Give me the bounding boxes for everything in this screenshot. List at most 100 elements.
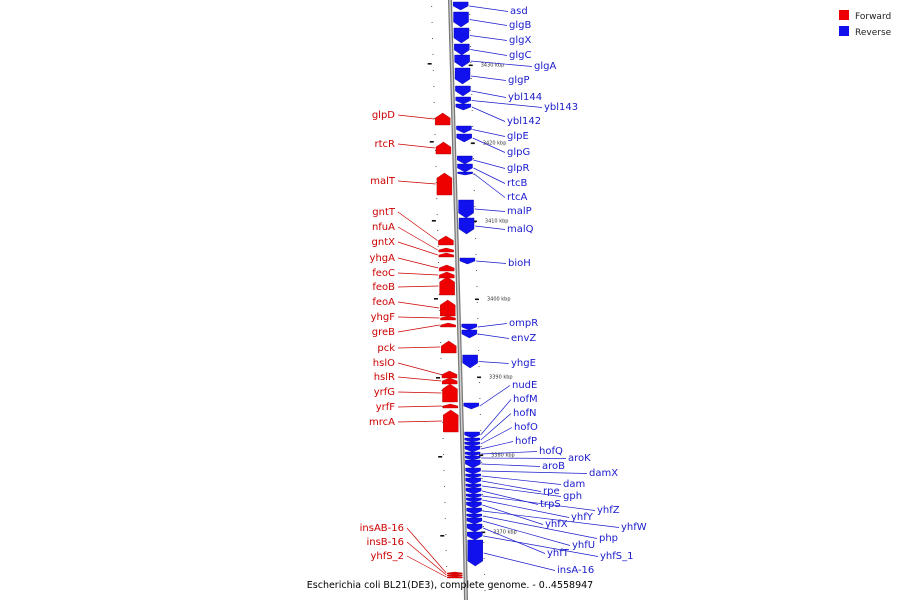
label-yhgA: yhgA [370, 253, 396, 264]
minor-tick-left [434, 134, 436, 135]
leader-hofM [480, 399, 512, 436]
leader-hofQ [481, 451, 538, 455]
leader-ybl142 [471, 106, 506, 122]
minor-tick-right [480, 430, 482, 431]
major-tick-left [436, 377, 441, 379]
feature-damX [465, 467, 481, 475]
minor-tick-left [441, 406, 443, 407]
minor-tick-left [443, 470, 445, 471]
minor-tick-left [443, 454, 445, 455]
leader-yhfU [482, 520, 571, 546]
minor-tick-left [442, 422, 444, 423]
label-yhfZ: yhfZ [597, 505, 620, 516]
minor-tick-right [477, 318, 479, 319]
label-yhgE: yhgE [511, 358, 536, 369]
label-ybl144: ybl144 [508, 92, 542, 103]
label-damX: damX [589, 468, 618, 479]
leader-rtcR [397, 143, 435, 149]
label-hofP: hofP [515, 436, 537, 447]
label-yhfS_2: yhfS_2 [371, 551, 405, 562]
forward-legend-swatch [839, 10, 849, 20]
leader-feoC [397, 272, 439, 276]
scale-tick-mark [481, 531, 486, 534]
minor-tick-left [438, 294, 440, 295]
minor-tick-right [475, 270, 477, 271]
label-insB-16: insB-16 [366, 537, 404, 548]
leader-insB-16 [406, 541, 447, 576]
minor-tick-left [437, 230, 439, 231]
label-trpS: trpS [540, 499, 561, 510]
minor-tick-right [470, 78, 472, 79]
minor-tick-left [433, 102, 435, 103]
leader-aroK [481, 457, 567, 459]
label-rtcR: rtcR [375, 139, 396, 150]
leader-insA-16 [483, 552, 556, 571]
label-feoA: feoA [372, 297, 395, 308]
feature-ybl143 [455, 96, 471, 105]
feature-hofO [464, 441, 481, 447]
minor-tick-left [434, 118, 436, 119]
label-ybl143: ybl143 [544, 102, 578, 113]
minor-tick-right [476, 286, 478, 287]
minor-tick-right [478, 382, 480, 383]
scale-tick-label: 3380 kbp [491, 453, 515, 459]
feature-dam [465, 473, 481, 479]
minor-tick-right [482, 510, 484, 511]
feature-trpS [465, 487, 482, 495]
leader-feoA [397, 301, 440, 309]
label-mrcA: mrcA [369, 417, 395, 428]
leader-yhfS_2 [406, 555, 447, 578]
minor-tick-left [435, 166, 437, 167]
leader-rtcB [473, 167, 506, 184]
label-hofQ: hofQ [539, 446, 563, 457]
label-glpR: glpR [507, 163, 529, 174]
minor-tick-right [482, 526, 484, 527]
leader-yhfT [482, 527, 546, 554]
leader-gntT [397, 211, 438, 241]
label-malQ: malQ [507, 224, 534, 235]
leader-rpe [481, 480, 542, 492]
label-malT: malT [370, 176, 396, 187]
minor-tick-left [440, 342, 442, 343]
feature-envZ [461, 329, 478, 339]
minor-tick-right [474, 206, 476, 207]
leader-ybl144 [471, 90, 507, 98]
label-yhfU: yhfU [572, 540, 595, 551]
ticks-group: 3430 kbp 3420 kbp 3410 kbp 3400 kbp 3390 kbp… [468, 63, 517, 536]
minor-tick-right [479, 414, 481, 415]
major-tick-left [433, 298, 438, 300]
feature-bioH [459, 257, 476, 265]
leader-yhgA [397, 257, 439, 269]
minor-tick-left [431, 6, 433, 7]
minor-tick-right [472, 126, 474, 127]
legend: Forward Reverse [839, 10, 892, 38]
feature-malQ [458, 217, 475, 235]
feature-aroK [465, 455, 481, 461]
leader-hslR [397, 376, 442, 382]
label-aroK: aroK [568, 453, 591, 464]
feature-pck [441, 340, 457, 354]
feature-hslO [441, 370, 458, 379]
leader-bioH [475, 260, 507, 264]
feature-glpG [456, 133, 472, 143]
minor-tick-right [483, 558, 485, 559]
scale-tick-label: 3430 kbp [481, 63, 505, 69]
leader-malQ [474, 225, 506, 230]
leader-malP [474, 208, 506, 212]
minor-tick-right [478, 350, 480, 351]
minor-tick-right [481, 478, 483, 479]
feature-feoB [439, 276, 455, 296]
leader-hofP [480, 441, 514, 450]
minor-tick-left [431, 22, 433, 23]
label-insAB-16: insAB-16 [360, 523, 404, 534]
leader-nudE [479, 385, 511, 407]
minor-tick-left [436, 198, 438, 199]
feature-yhgA [438, 264, 455, 272]
minor-tick-left [446, 566, 448, 567]
label-hofN: hofN [513, 408, 536, 419]
leader-php [482, 515, 598, 539]
label-rtcA: rtcA [507, 192, 528, 203]
feature-gntT [438, 235, 454, 246]
feature-glpR [457, 155, 473, 165]
